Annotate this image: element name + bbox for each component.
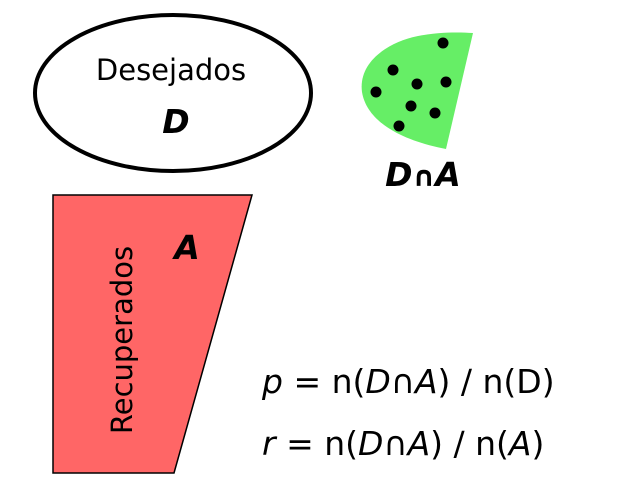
precision-var: p xyxy=(261,362,283,401)
precision-op: ∩ xyxy=(391,362,415,401)
retrieved-set: Recuperados A xyxy=(52,194,253,474)
recall-var: r xyxy=(262,424,278,463)
precision-a: D xyxy=(365,362,390,401)
intersection-label-left: D xyxy=(385,155,412,194)
recall-end: ) xyxy=(532,424,545,463)
recall-c: A xyxy=(507,424,532,463)
desired-set: Desejados D xyxy=(33,13,313,173)
recall-mid: ) / n( xyxy=(430,424,509,463)
recall-formula: r = n(D∩A) / n(A) xyxy=(262,424,544,463)
precision-mid: ) / n(D) xyxy=(438,362,555,401)
intersection-label: D∩A xyxy=(385,155,461,194)
retrieved-set-name: Recuperados xyxy=(105,246,139,434)
document-dot xyxy=(405,100,417,112)
intersection-set: D∩A xyxy=(361,32,473,194)
precision-eq: = n( xyxy=(283,362,365,401)
recall-a: D xyxy=(358,424,383,463)
intersection-dots xyxy=(370,37,452,132)
document-dot xyxy=(393,120,405,132)
recall-op: ∩ xyxy=(383,424,407,463)
document-dot xyxy=(440,76,452,88)
recall-b: A xyxy=(406,424,431,463)
retrieved-set-symbol: A xyxy=(171,228,200,267)
desired-set-ellipse xyxy=(33,13,313,173)
document-dot xyxy=(387,64,399,76)
document-dot xyxy=(411,78,423,90)
intersection-label-right: A xyxy=(432,155,461,194)
precision-b: A xyxy=(413,362,438,401)
intersection-op: ∩ xyxy=(413,160,436,193)
document-dot xyxy=(429,107,441,119)
intersection-shape xyxy=(361,32,473,149)
desired-set-symbol: D xyxy=(162,102,189,141)
document-dot xyxy=(370,86,382,98)
recall-eq: = n( xyxy=(276,424,358,463)
retrieved-set-shape xyxy=(52,194,253,474)
precision-formula: p = n(D∩A) / n(D) xyxy=(261,362,555,401)
document-dot xyxy=(437,37,449,49)
desired-set-name: Desejados xyxy=(96,53,246,87)
